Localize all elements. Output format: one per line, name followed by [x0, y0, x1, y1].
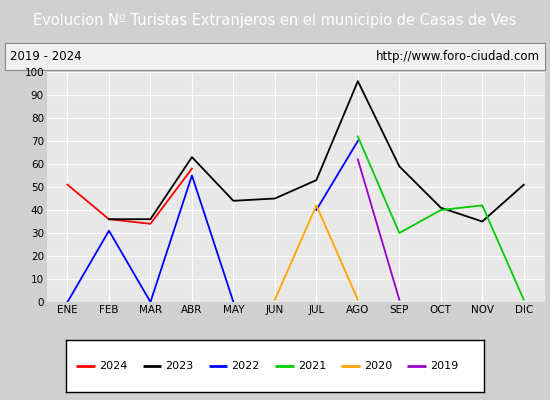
Line: 2020: 2020 [275, 206, 358, 300]
Text: Evolucion Nº Turistas Extranjeros en el municipio de Casas de Ves: Evolucion Nº Turistas Extranjeros en el … [33, 14, 517, 28]
2023 [355, 79, 361, 84]
2023 [520, 182, 527, 187]
Line: 2022: 2022 [68, 176, 233, 302]
Text: 2024: 2024 [99, 361, 128, 371]
Text: 2019: 2019 [430, 361, 458, 371]
2023 [437, 205, 444, 210]
2020 [272, 297, 278, 302]
2023 [396, 164, 403, 169]
2021 [479, 203, 486, 208]
2024 [189, 166, 195, 171]
Text: http://www.foro-ciudad.com: http://www.foro-ciudad.com [376, 50, 540, 63]
2022 [230, 300, 236, 304]
Text: 2023: 2023 [166, 361, 194, 371]
2019 [396, 297, 403, 302]
2024 [64, 182, 71, 187]
Text: 2021: 2021 [298, 361, 326, 371]
2019 [355, 157, 361, 162]
2024 [106, 217, 112, 222]
2021 [520, 297, 527, 302]
2021 [396, 230, 403, 235]
2023 [230, 198, 236, 203]
2023 [313, 178, 320, 182]
Line: 2024: 2024 [68, 169, 192, 224]
Text: 2022: 2022 [232, 361, 260, 371]
2023 [147, 217, 154, 222]
2021 [437, 208, 444, 212]
2023 [272, 196, 278, 201]
2024 [147, 222, 154, 226]
2020 [355, 297, 361, 302]
2022 [106, 228, 112, 233]
2022 [64, 300, 71, 304]
2021 [355, 134, 361, 139]
Text: 2019 - 2024: 2019 - 2024 [10, 50, 82, 63]
Line: 2021: 2021 [358, 136, 524, 300]
2020 [313, 203, 320, 208]
Line: 2023: 2023 [109, 81, 524, 222]
2023 [479, 219, 486, 224]
2022 [147, 300, 154, 304]
Line: 2019: 2019 [358, 159, 399, 300]
Text: 2020: 2020 [364, 361, 392, 371]
2023 [189, 155, 195, 160]
2023 [106, 217, 112, 222]
2022 [189, 173, 195, 178]
